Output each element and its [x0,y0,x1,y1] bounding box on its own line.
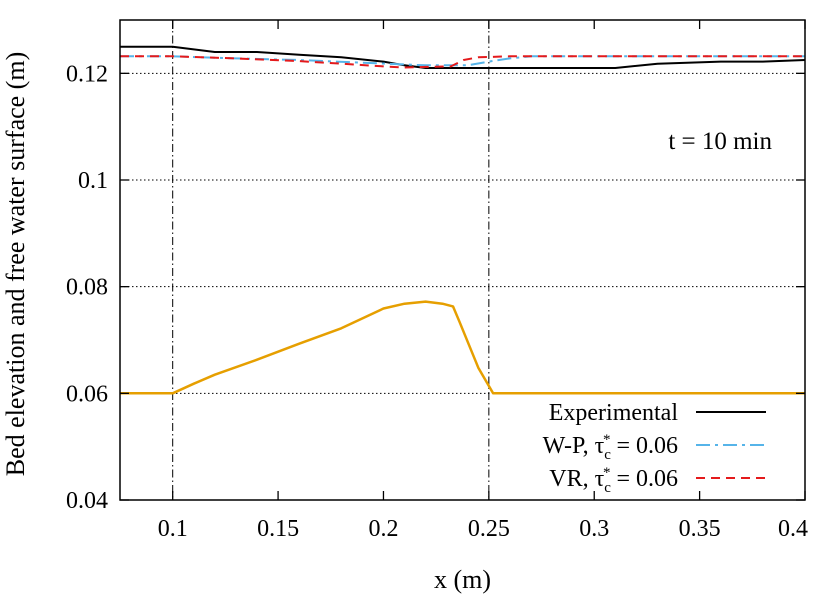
y-tick-label: 0.12 [66,61,108,87]
y-tick-label: 0.04 [66,488,108,514]
y-axis-label: Bed elevation and free water surface (m) [1,52,30,476]
x-axis-label: x (m) [434,565,491,594]
legend-label-main: VR, τ [549,466,604,492]
y-tick-label: 0.1 [78,168,108,194]
legend-label-main: W-P, τ [543,433,605,459]
series-line-0 [120,45,806,69]
x-tick-label: 0.15 [257,516,299,542]
legend-label: W-P, τc* = 0.06 [543,432,678,463]
x-tick-label: 0.3 [579,516,609,542]
bed-elevation-line [120,300,805,395]
x-tick-label: 0.25 [468,516,510,542]
x-tick-label: 0.1 [158,516,188,542]
series-line-2 [120,55,805,69]
series-layer [120,45,806,395]
grid-layer [120,72,805,394]
tick-layer: 0.04 0.06 0.08 0.1 0.12 0.1 0.15 0.2 0.25 0.3 0.35… [66,20,808,542]
legend-label-sub: c [604,447,611,463]
legend-label-star: * [603,432,611,448]
legend-label: VR, τc* = 0.06 [549,465,678,496]
reference-lines [172,20,490,500]
x-tick-label: 0.2 [368,516,398,542]
series-line-1 [120,55,805,67]
y-tick-label: 0.08 [66,275,108,301]
legend-label-end: = 0.06 [610,466,678,492]
legend-label-end: = 0.06 [610,433,678,459]
legend-label: Experimental [549,400,679,426]
x-tick-label: 0.35 [679,516,721,542]
x-tick-label: 0.4 [778,516,808,542]
legend-label-sub: c [604,480,611,496]
time-annotation: t = 10 min [668,128,772,155]
legend-label-main: Experimental [549,400,679,426]
legend-label-star: * [603,465,611,481]
y-tick-label: 0.06 [66,381,108,407]
plot-frame [119,19,806,501]
